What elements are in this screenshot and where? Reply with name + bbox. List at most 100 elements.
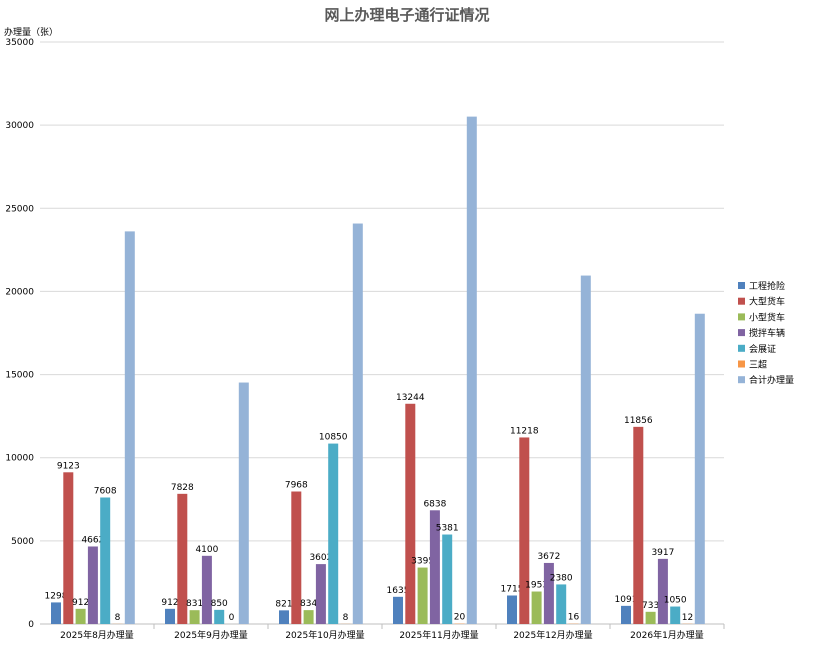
bar <box>189 610 200 624</box>
bar <box>315 564 326 624</box>
data-label: 9123 <box>57 461 80 471</box>
data-label: 821 <box>275 599 292 609</box>
y-tick-label: 10000 <box>5 454 34 464</box>
legend-label: 大型货车 <box>749 296 785 308</box>
data-label: 6838 <box>423 499 446 509</box>
x-tick-label: 2025年11月办理量 <box>399 629 478 641</box>
bar <box>328 443 339 624</box>
x-tick-label: 2025年10月办理量 <box>285 629 364 641</box>
bar <box>75 608 86 624</box>
bar <box>466 116 477 624</box>
legend-swatch <box>738 329 745 337</box>
data-label: 8 <box>115 613 121 623</box>
bar <box>177 493 188 624</box>
data-label: 0 <box>229 613 235 623</box>
data-label: 4662 <box>81 535 104 545</box>
legend-label: 工程抢险 <box>749 280 785 292</box>
bar <box>670 606 681 624</box>
bar <box>352 223 363 624</box>
data-label: 7968 <box>285 481 308 491</box>
x-tick-label: 2025年8月办理量 <box>60 629 134 641</box>
bar <box>100 497 111 624</box>
legend-swatch <box>738 360 745 368</box>
bar <box>543 562 554 624</box>
bar <box>303 610 314 624</box>
y-tick-label: 20000 <box>5 287 34 297</box>
bar <box>657 558 668 624</box>
bar <box>51 602 61 624</box>
y-tick-label: 5000 <box>11 537 34 547</box>
data-label: 3602 <box>309 553 332 563</box>
data-label: 11218 <box>510 426 539 436</box>
data-label: 733 <box>642 601 659 611</box>
data-label: 12 <box>682 613 693 623</box>
data-label: 20 <box>454 613 466 623</box>
bar <box>417 567 428 624</box>
bar <box>124 231 135 624</box>
legend-swatch <box>738 313 745 321</box>
x-tick-label: 2025年9月办理量 <box>174 629 248 641</box>
data-label: 4100 <box>195 545 218 555</box>
data-label: 834 <box>300 599 317 609</box>
bar <box>621 605 631 624</box>
bar <box>519 437 530 624</box>
y-tick-label: 30000 <box>5 121 34 131</box>
legend-swatch <box>738 282 745 289</box>
x-tick-label: 2025年12月办理量 <box>513 629 592 641</box>
data-label: 1091 <box>615 595 638 605</box>
chart-title: 网上办理电子通行证情况 <box>324 6 490 24</box>
data-label: 1953 <box>525 581 548 591</box>
bar <box>645 611 656 624</box>
legend-label: 合计办理量 <box>749 374 794 386</box>
data-label: 11856 <box>624 416 653 426</box>
bar <box>531 591 542 624</box>
bar <box>580 275 591 624</box>
y-tick-label: 35000 <box>5 38 34 48</box>
data-label: 5381 <box>436 524 459 534</box>
data-label: 1635 <box>387 586 410 596</box>
bar <box>201 555 212 624</box>
bar <box>87 546 98 624</box>
data-label: 831 <box>186 599 203 609</box>
y-tick-label: 25000 <box>5 204 34 214</box>
bar <box>238 382 249 624</box>
data-label: 10850 <box>319 433 348 443</box>
data-label: 13244 <box>396 393 425 403</box>
y-tick-label: 15000 <box>5 371 34 381</box>
data-label: 8 <box>343 613 349 623</box>
y-tick-label: 0 <box>28 620 34 630</box>
x-tick-label: 2026年1月办理量 <box>630 629 704 641</box>
data-label: 850 <box>211 599 228 609</box>
legend-swatch <box>738 376 745 384</box>
bar <box>214 609 225 624</box>
bar <box>279 610 289 624</box>
data-label: 1298 <box>45 591 68 601</box>
bar <box>429 510 440 624</box>
bar <box>405 403 416 624</box>
legend-label: 三超 <box>749 359 767 371</box>
y-axis-label: 办理量（张） <box>4 28 59 38</box>
bar <box>633 426 644 624</box>
data-label: 912 <box>72 598 89 608</box>
bar <box>507 595 517 624</box>
data-label: 1715 <box>501 584 524 594</box>
bar <box>63 472 74 624</box>
data-label: 1050 <box>664 596 687 606</box>
data-label: 2380 <box>550 573 573 583</box>
legend-label: 小型货车 <box>749 311 785 323</box>
bar <box>291 491 302 624</box>
bar <box>694 313 705 624</box>
bar <box>165 608 175 624</box>
bar <box>393 596 403 624</box>
data-label: 7608 <box>94 486 117 496</box>
data-label: 3672 <box>537 552 560 562</box>
bar <box>556 584 567 624</box>
legend-swatch <box>738 297 745 305</box>
legend-label: 搅拌车辆 <box>749 327 785 339</box>
data-label: 3395 <box>411 557 434 567</box>
legend-swatch <box>738 344 745 352</box>
data-label: 3917 <box>651 548 674 558</box>
legend-label: 会展证 <box>749 343 776 355</box>
